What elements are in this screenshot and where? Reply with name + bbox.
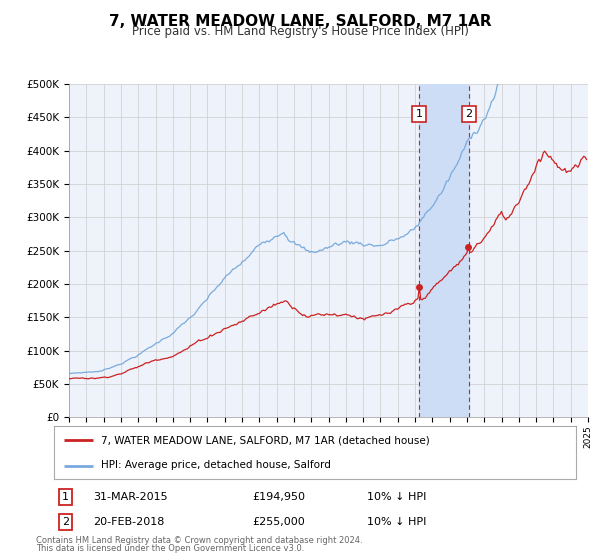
Text: 2: 2 [62,517,69,527]
Text: £194,950: £194,950 [253,492,305,502]
Text: Price paid vs. HM Land Registry's House Price Index (HPI): Price paid vs. HM Land Registry's House … [131,25,469,38]
Text: 2: 2 [466,109,473,119]
Text: 20-FEB-2018: 20-FEB-2018 [93,517,164,527]
Text: 10% ↓ HPI: 10% ↓ HPI [367,492,427,502]
Text: Contains HM Land Registry data © Crown copyright and database right 2024.: Contains HM Land Registry data © Crown c… [36,536,362,545]
Text: 7, WATER MEADOW LANE, SALFORD, M7 1AR (detached house): 7, WATER MEADOW LANE, SALFORD, M7 1AR (d… [101,436,430,446]
Text: 7, WATER MEADOW LANE, SALFORD, M7 1AR: 7, WATER MEADOW LANE, SALFORD, M7 1AR [109,14,491,29]
Text: 1: 1 [416,109,423,119]
Bar [419,84,469,417]
Text: 1: 1 [62,492,69,502]
Text: This data is licensed under the Open Government Licence v3.0.: This data is licensed under the Open Gov… [36,544,304,553]
Text: HPI: Average price, detached house, Salford: HPI: Average price, detached house, Salf… [101,460,331,470]
Text: 10% ↓ HPI: 10% ↓ HPI [367,517,427,527]
Text: £255,000: £255,000 [253,517,305,527]
Text: 31-MAR-2015: 31-MAR-2015 [93,492,168,502]
